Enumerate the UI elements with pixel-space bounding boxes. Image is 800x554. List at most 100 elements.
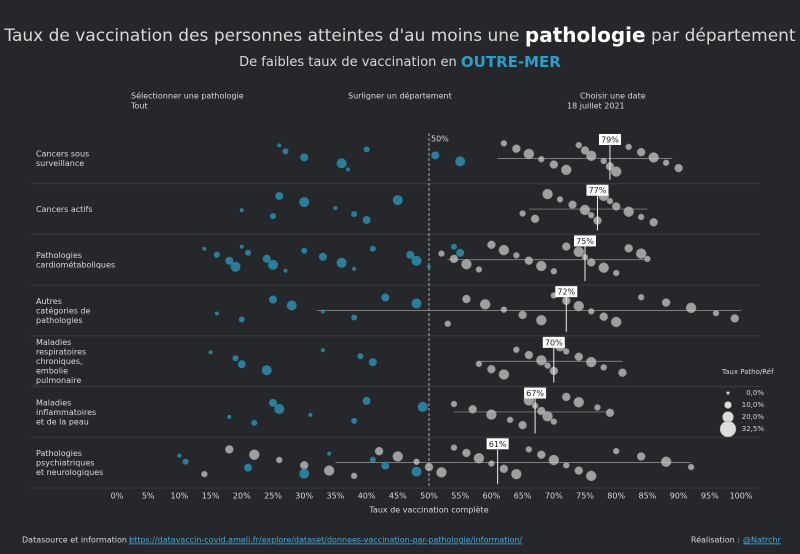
- highlight-point[interactable]: [275, 192, 284, 201]
- highlight-point[interactable]: [245, 249, 252, 256]
- highlight-point[interactable]: [368, 358, 377, 367]
- legend-size: [724, 401, 732, 409]
- highlight-point[interactable]: [369, 245, 376, 252]
- highlight-point[interactable]: [230, 261, 241, 272]
- highlight-point[interactable]: [239, 208, 244, 213]
- highlight-point[interactable]: [411, 298, 422, 309]
- highlight-point[interactable]: [214, 311, 219, 316]
- highlight-point[interactable]: [450, 243, 457, 250]
- highlight-point[interactable]: [213, 251, 220, 258]
- filter-label: Choisir une date: [580, 92, 646, 101]
- highlight-point[interactable]: [239, 244, 244, 249]
- highlight-point[interactable]: [232, 355, 239, 362]
- footer-label: Réalisation :: [691, 535, 740, 545]
- row-label-line: surveillance: [36, 159, 84, 168]
- x-tick-label: 85%: [639, 492, 657, 501]
- source-link-text[interactable]: https://datavaccin-covid.ameli.fr/explor…: [129, 536, 523, 545]
- highlight-point[interactable]: [299, 468, 310, 479]
- highlight-point[interactable]: [352, 266, 357, 271]
- highlight-point[interactable]: [456, 248, 465, 257]
- point: [436, 467, 447, 478]
- x-tick-label: 30%: [295, 492, 313, 501]
- point: [562, 392, 571, 402]
- highlight-point[interactable]: [363, 146, 370, 153]
- point: [518, 310, 527, 320]
- highlight-point[interactable]: [318, 252, 327, 261]
- highlight-point[interactable]: [177, 453, 182, 458]
- highlight-point[interactable]: [417, 401, 428, 412]
- highlight-point[interactable]: [269, 398, 277, 407]
- point: [536, 314, 547, 326]
- highlight-point[interactable]: [320, 309, 325, 314]
- highlight-point[interactable]: [427, 264, 431, 269]
- highlight-point[interactable]: [351, 417, 358, 424]
- highlight-point[interactable]: [336, 158, 347, 169]
- row-label-line: catégories de: [36, 305, 91, 315]
- highlight-point[interactable]: [269, 295, 277, 304]
- subtitle-highlight: OUTRE-MER: [461, 53, 561, 71]
- point: [585, 470, 597, 482]
- author-link-text[interactable]: @Natrchr: [743, 536, 782, 545]
- legend-label: 0,0%: [746, 389, 764, 397]
- highlight-point[interactable]: [182, 458, 189, 465]
- row-label-line: Cancers actifs: [36, 205, 93, 214]
- highlight-point[interactable]: [320, 348, 325, 353]
- highlight-point[interactable]: [300, 153, 309, 162]
- row-label: Cancers actifs: [36, 205, 93, 214]
- point: [498, 369, 510, 380]
- highlight-point[interactable]: [251, 419, 258, 426]
- filter-value[interactable]: 18 juillet 2021: [567, 102, 625, 111]
- highlight-point[interactable]: [351, 314, 358, 321]
- filter-value[interactable]: Tout: [130, 102, 148, 111]
- highlight-point[interactable]: [277, 143, 282, 148]
- highlight-point[interactable]: [225, 256, 234, 265]
- highlight-point[interactable]: [381, 461, 390, 470]
- highlight-point[interactable]: [244, 463, 253, 472]
- highlight-point[interactable]: [238, 316, 245, 323]
- highlight-point[interactable]: [282, 148, 289, 155]
- highlight-point[interactable]: [345, 167, 350, 172]
- highlight-point[interactable]: [262, 254, 271, 263]
- highlight-point[interactable]: [411, 255, 422, 266]
- highlight-point[interactable]: [237, 360, 246, 369]
- highlight-point[interactable]: [431, 151, 440, 160]
- highlight-point[interactable]: [362, 216, 371, 225]
- point: [487, 240, 496, 250]
- highlight-point[interactable]: [455, 156, 466, 167]
- highlight-point[interactable]: [369, 456, 376, 463]
- highlight-point[interactable]: [208, 350, 213, 355]
- point: [568, 200, 577, 209]
- author-link[interactable]: @Natrchr: [743, 536, 782, 545]
- highlight-point[interactable]: [392, 195, 403, 206]
- highlight-point[interactable]: [333, 206, 338, 211]
- highlight-point[interactable]: [299, 197, 310, 208]
- highlight-point[interactable]: [274, 403, 285, 414]
- point: [549, 160, 559, 169]
- row-label-line: et neurologiques: [36, 468, 103, 477]
- point: [563, 348, 570, 355]
- highlight-point[interactable]: [411, 466, 422, 477]
- highlight-point[interactable]: [268, 259, 278, 270]
- highlight-point[interactable]: [227, 414, 232, 419]
- highlight-point[interactable]: [202, 246, 207, 251]
- row-label: Maladies inflammatoires et de la peau: [36, 398, 96, 426]
- highlight-point[interactable]: [327, 451, 332, 456]
- highlight-point[interactable]: [381, 293, 390, 302]
- highlight-point[interactable]: [286, 300, 297, 311]
- row-label-line: Cancers sous: [36, 149, 89, 158]
- highlight-point[interactable]: [301, 247, 308, 254]
- highlight-point[interactable]: [336, 257, 347, 268]
- highlight-point[interactable]: [261, 365, 272, 376]
- point: [674, 163, 683, 173]
- x-tick-label: 5%: [142, 492, 155, 501]
- highlight-point[interactable]: [270, 213, 276, 220]
- point: [479, 299, 491, 310]
- highlight-point[interactable]: [362, 396, 371, 405]
- highlight-point[interactable]: [406, 250, 415, 259]
- highlight-point[interactable]: [351, 211, 358, 218]
- highlight-point[interactable]: [283, 268, 288, 273]
- highlight-point[interactable]: [357, 353, 364, 360]
- point: [625, 143, 632, 151]
- highlight-point[interactable]: [308, 412, 313, 417]
- source-link[interactable]: https://datavaccin-covid.ameli.fr/explor…: [129, 536, 523, 545]
